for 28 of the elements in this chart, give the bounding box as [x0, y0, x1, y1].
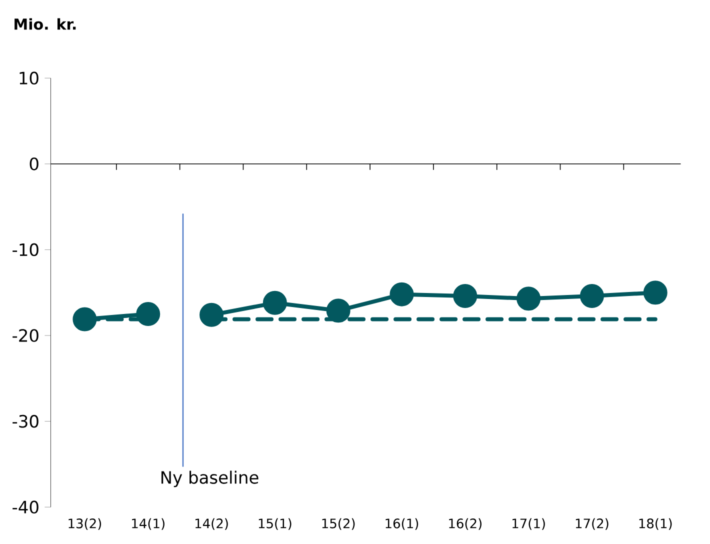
y-tick-label: -20: [12, 329, 38, 342]
x-tick-label: 13(2): [68, 518, 102, 530]
y-tick-label: -10: [12, 243, 38, 256]
x-tick-label: 18(1): [639, 518, 672, 530]
point: [136, 302, 160, 326]
point: [390, 282, 414, 306]
point: [453, 284, 478, 308]
x-tick-label: 14(1): [132, 518, 164, 530]
point: [643, 280, 668, 305]
annotation: Ny baseline: [161, 470, 258, 488]
y-tick-label: 10: [20, 72, 38, 85]
x-tick-label: 17(2): [576, 518, 608, 530]
y-axis-title: Mio. kr.: [14, 18, 76, 30]
y-tick-label: -40: [12, 500, 38, 514]
point: [580, 284, 604, 308]
point: [72, 307, 97, 332]
x-tick-label: 16(1): [386, 518, 418, 530]
x-tick-label: 17(1): [512, 518, 545, 530]
point: [200, 302, 224, 327]
x-tick-label: 15(2): [322, 518, 355, 530]
point: [516, 286, 541, 311]
x-tick-label: 16(2): [449, 518, 482, 530]
point: [262, 290, 287, 315]
point: [326, 298, 350, 323]
x-tick-label: 14(2): [195, 518, 228, 530]
y-tick-label: 0: [30, 157, 38, 170]
y-tick-label: -30: [12, 414, 38, 428]
x-tick-label: 15(1): [258, 518, 292, 530]
